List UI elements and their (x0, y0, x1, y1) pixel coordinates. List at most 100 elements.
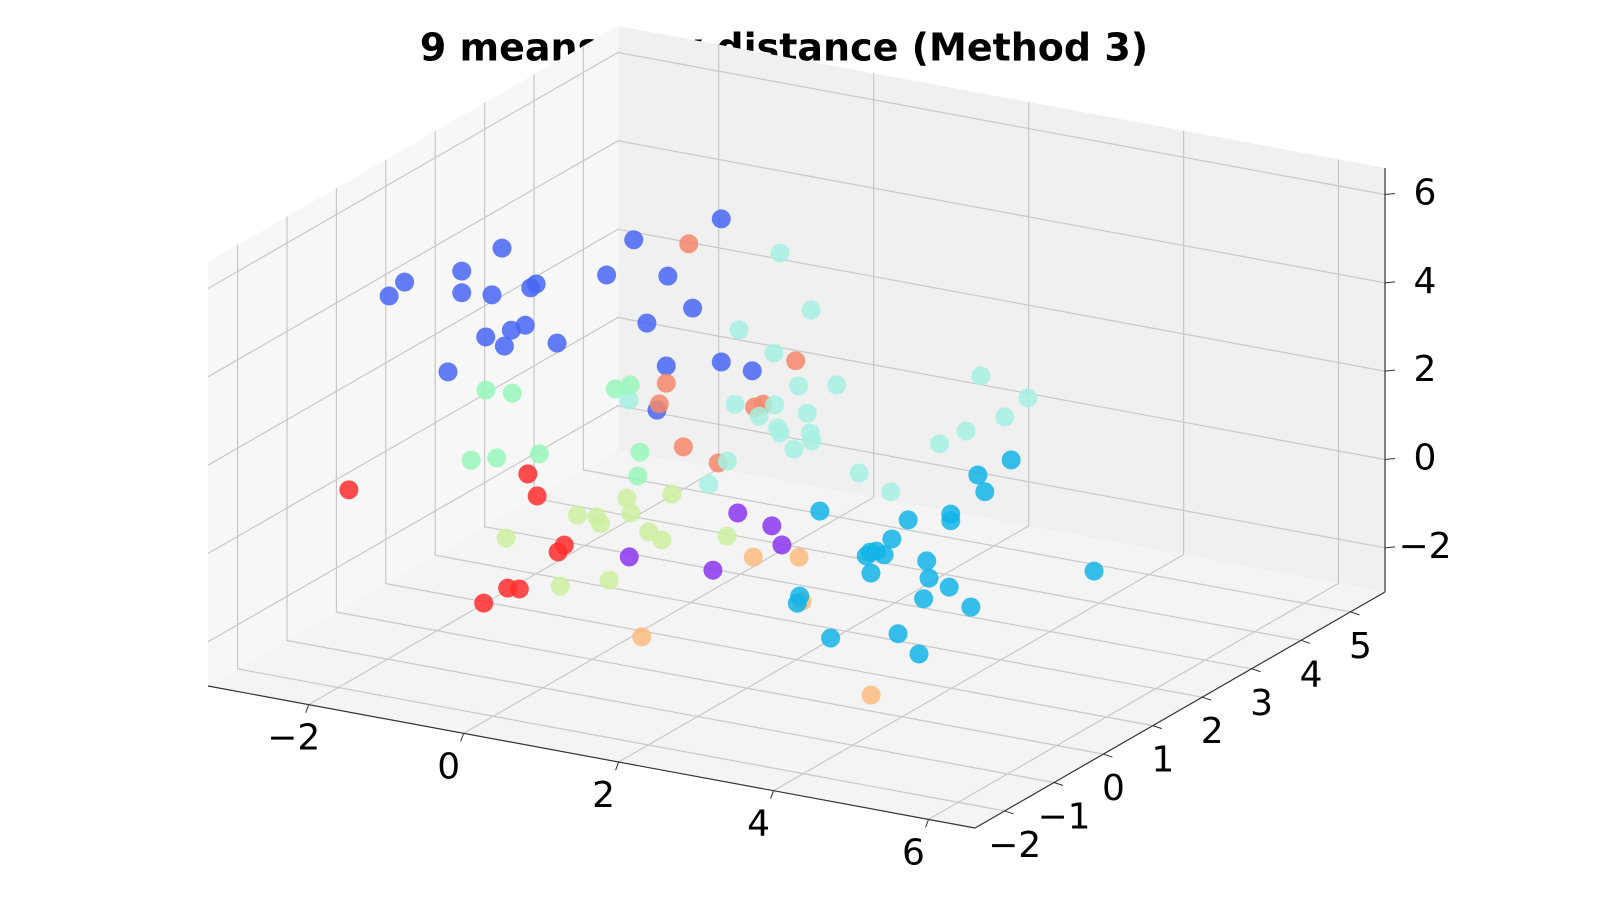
point (496, 528, 516, 548)
point (939, 577, 959, 597)
y-grid-line (484, 102, 1252, 670)
point (656, 356, 676, 376)
point (789, 376, 809, 396)
y-tick-label: −2 (988, 825, 1041, 866)
z-grid-line (207, 228, 1386, 466)
point (975, 482, 995, 502)
point (630, 442, 650, 462)
z-grid-line (207, 405, 1386, 643)
point (518, 464, 538, 484)
point (492, 238, 512, 258)
x-tick-label: 2 (592, 775, 615, 816)
point (482, 285, 502, 305)
point (476, 380, 496, 400)
x-grid-line (928, 159, 1340, 820)
y-tick-label: 4 (1300, 654, 1323, 695)
point (652, 530, 672, 550)
point (742, 361, 762, 381)
point (621, 503, 641, 523)
point (567, 505, 587, 525)
point (617, 488, 637, 508)
x-axis (207, 685, 976, 829)
point (527, 486, 547, 506)
point (764, 343, 784, 363)
y-tick-label: 5 (1349, 626, 1372, 667)
point (548, 542, 568, 562)
point (619, 547, 639, 567)
y-tick-label: 2 (1201, 711, 1224, 752)
point (849, 463, 869, 483)
point (452, 261, 472, 281)
z-tick-label: 2 (1414, 349, 1437, 390)
z-grid-line (207, 140, 1386, 378)
point (379, 286, 399, 306)
y-tick (1053, 782, 1064, 786)
y-tick (1103, 753, 1113, 758)
point (452, 283, 472, 303)
point (711, 209, 731, 229)
y-tick (1300, 639, 1311, 644)
z-tick (1384, 369, 1396, 372)
y-tick (1202, 696, 1212, 701)
z-tick-label: 4 (1414, 261, 1437, 302)
x-tick-label: 4 (747, 804, 770, 845)
point (909, 644, 929, 664)
point (632, 627, 652, 647)
x-tick (305, 704, 310, 713)
point (917, 551, 937, 571)
point (881, 482, 901, 502)
point (679, 234, 699, 254)
point (717, 526, 737, 546)
point (789, 547, 809, 567)
point (395, 272, 415, 292)
point (941, 511, 961, 531)
point (888, 624, 908, 644)
point (968, 465, 988, 485)
y-tick-label: 3 (1250, 683, 1273, 724)
y-tick-label: 0 (1102, 768, 1125, 809)
point (591, 514, 611, 534)
point (624, 230, 644, 250)
point (658, 266, 678, 286)
left-pane (208, 26, 618, 686)
point (1084, 561, 1104, 581)
y-tick (1152, 725, 1162, 730)
point (474, 593, 494, 613)
point (743, 547, 763, 567)
point (762, 516, 782, 536)
point (656, 373, 676, 393)
y-grid-line (237, 244, 1005, 812)
point (827, 375, 847, 395)
point (550, 576, 570, 596)
point (509, 579, 529, 599)
point (770, 423, 790, 443)
y-tick (1350, 611, 1360, 616)
point (770, 243, 790, 263)
point (882, 529, 902, 549)
point (801, 300, 821, 320)
x-grid-line (463, 73, 875, 734)
point (673, 437, 693, 457)
point (717, 451, 737, 471)
z-tick (1384, 458, 1396, 460)
z-tick (1384, 281, 1396, 284)
point (802, 431, 822, 451)
point (599, 570, 619, 590)
z-tick (1384, 193, 1396, 195)
z-tick-label: 6 (1414, 173, 1437, 214)
point (914, 589, 934, 609)
x-tick (925, 819, 929, 828)
point (501, 320, 521, 340)
x-tick (615, 761, 620, 771)
point (971, 366, 991, 386)
point (619, 390, 639, 410)
point (487, 448, 507, 468)
point (521, 278, 541, 298)
point (784, 439, 804, 459)
point (699, 474, 719, 494)
y-grid-line (434, 131, 1203, 698)
point (494, 336, 514, 356)
point (797, 403, 817, 423)
x-tick-label: 6 (902, 832, 925, 873)
point (711, 352, 731, 372)
